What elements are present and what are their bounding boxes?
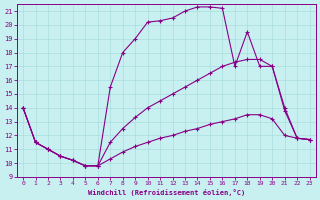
X-axis label: Windchill (Refroidissement éolien,°C): Windchill (Refroidissement éolien,°C): [88, 189, 245, 196]
